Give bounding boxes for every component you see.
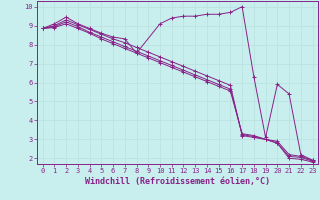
X-axis label: Windchill (Refroidissement éolien,°C): Windchill (Refroidissement éolien,°C) [85,177,270,186]
